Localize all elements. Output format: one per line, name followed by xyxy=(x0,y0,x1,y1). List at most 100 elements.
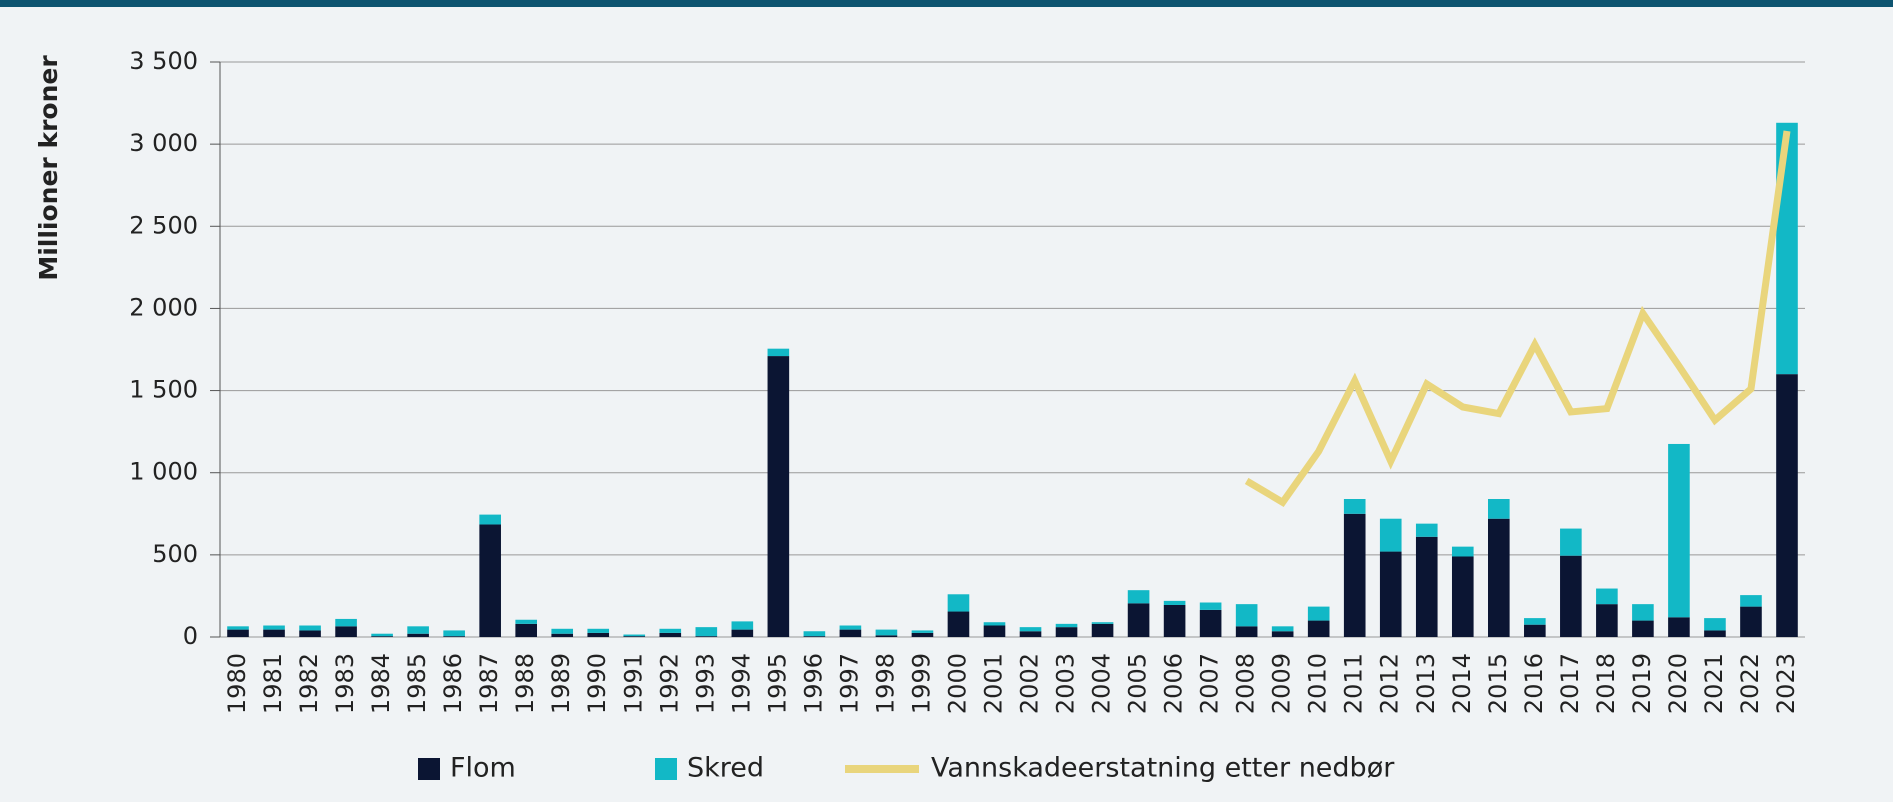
bar xyxy=(515,623,537,637)
bar xyxy=(1343,499,1366,514)
bar xyxy=(695,627,718,637)
x-tick-label: 2014 xyxy=(1448,653,1476,714)
header-strip xyxy=(0,0,1893,7)
bar xyxy=(731,629,754,637)
bar xyxy=(695,636,718,637)
x-tick-label: 1998 xyxy=(871,653,899,714)
bar xyxy=(1235,626,1258,637)
bar xyxy=(1271,631,1294,637)
legend-swatch xyxy=(655,758,677,780)
bar xyxy=(443,636,465,637)
bar xyxy=(1127,603,1150,637)
bar xyxy=(263,625,285,630)
x-tick-label: 1996 xyxy=(799,653,827,714)
bar xyxy=(515,619,537,624)
x-tick-label: 2022 xyxy=(1736,653,1764,714)
bar xyxy=(1704,618,1726,631)
bar xyxy=(947,611,970,637)
x-tick-label: 2016 xyxy=(1520,653,1548,714)
bar xyxy=(1019,631,1042,637)
bar xyxy=(407,633,429,637)
bar xyxy=(623,636,646,637)
bar xyxy=(767,356,790,637)
bar xyxy=(1415,536,1438,637)
x-tick-label: 1986 xyxy=(439,653,467,714)
x-tick-label: 1988 xyxy=(511,653,539,714)
bar xyxy=(1596,604,1618,637)
bar xyxy=(1524,618,1546,625)
bar xyxy=(731,621,754,630)
x-tick-label: 1997 xyxy=(835,653,863,714)
x-tick-label: 2015 xyxy=(1484,653,1512,714)
bar xyxy=(1451,556,1474,637)
bar xyxy=(839,625,862,630)
bar xyxy=(1379,551,1402,637)
bar xyxy=(1163,604,1186,637)
bar xyxy=(335,626,357,637)
bar xyxy=(1019,627,1042,632)
bar xyxy=(551,633,574,637)
x-tick-label: 1987 xyxy=(475,653,503,714)
x-tick-label: 2009 xyxy=(1268,653,1296,714)
y-tick-label: 1 000 xyxy=(129,458,198,486)
x-tick-label: 2004 xyxy=(1088,653,1116,714)
x-tick-label: 1984 xyxy=(367,653,395,714)
bar xyxy=(263,629,285,637)
bar xyxy=(983,622,1006,626)
bar xyxy=(371,633,393,637)
bar xyxy=(1127,590,1150,604)
x-tick-label: 1994 xyxy=(727,653,755,714)
bar xyxy=(875,629,898,636)
bar xyxy=(1560,528,1582,556)
y-tick-label: 2 500 xyxy=(129,211,198,239)
bar xyxy=(1524,624,1546,637)
bar xyxy=(443,630,465,637)
x-tick-label: 2002 xyxy=(1016,653,1044,714)
bar xyxy=(1199,609,1222,637)
y-tick-label: 3 500 xyxy=(129,47,198,75)
line xyxy=(1244,130,1791,507)
legend-swatch xyxy=(418,758,440,780)
x-tick-label: 1985 xyxy=(403,653,431,714)
bar xyxy=(1415,523,1438,537)
bar xyxy=(911,630,934,633)
bar xyxy=(1235,604,1258,627)
bar xyxy=(1055,627,1078,637)
x-tick-label: 2018 xyxy=(1592,653,1620,714)
bar xyxy=(299,625,321,631)
x-tick-label: 2011 xyxy=(1340,653,1368,714)
bar xyxy=(1307,620,1330,637)
x-tick-label: 1992 xyxy=(655,653,683,714)
x-tick-label: 2007 xyxy=(1196,653,1224,714)
x-tick-label: 1982 xyxy=(295,653,323,714)
bar xyxy=(1055,623,1078,628)
bar xyxy=(1596,588,1618,605)
bar xyxy=(1199,602,1222,610)
bar xyxy=(1560,555,1582,637)
bar xyxy=(839,629,862,637)
x-tick-label: 2010 xyxy=(1304,653,1332,714)
legend-label: Flom xyxy=(450,753,516,784)
x-tick-label: 2000 xyxy=(943,653,971,714)
bar xyxy=(227,626,249,630)
y-tick-label: 2 000 xyxy=(129,293,198,321)
bar xyxy=(659,632,682,637)
bar xyxy=(1091,622,1114,624)
x-tick-label: 1991 xyxy=(619,653,647,714)
bar xyxy=(587,628,610,633)
x-tick-label: 1990 xyxy=(583,653,611,714)
bar xyxy=(623,634,646,637)
bar xyxy=(803,631,826,637)
bar xyxy=(803,636,826,637)
legend-label: Vannskadeerstatning etter nedbør xyxy=(931,753,1395,784)
x-tick-label: 2019 xyxy=(1628,653,1656,714)
y-axis-label: Millioner kroner xyxy=(34,55,63,281)
bar xyxy=(767,348,790,357)
bar xyxy=(1632,604,1654,621)
bar xyxy=(1379,518,1402,552)
bar xyxy=(1091,623,1114,637)
x-tick-label: 1981 xyxy=(259,653,287,714)
